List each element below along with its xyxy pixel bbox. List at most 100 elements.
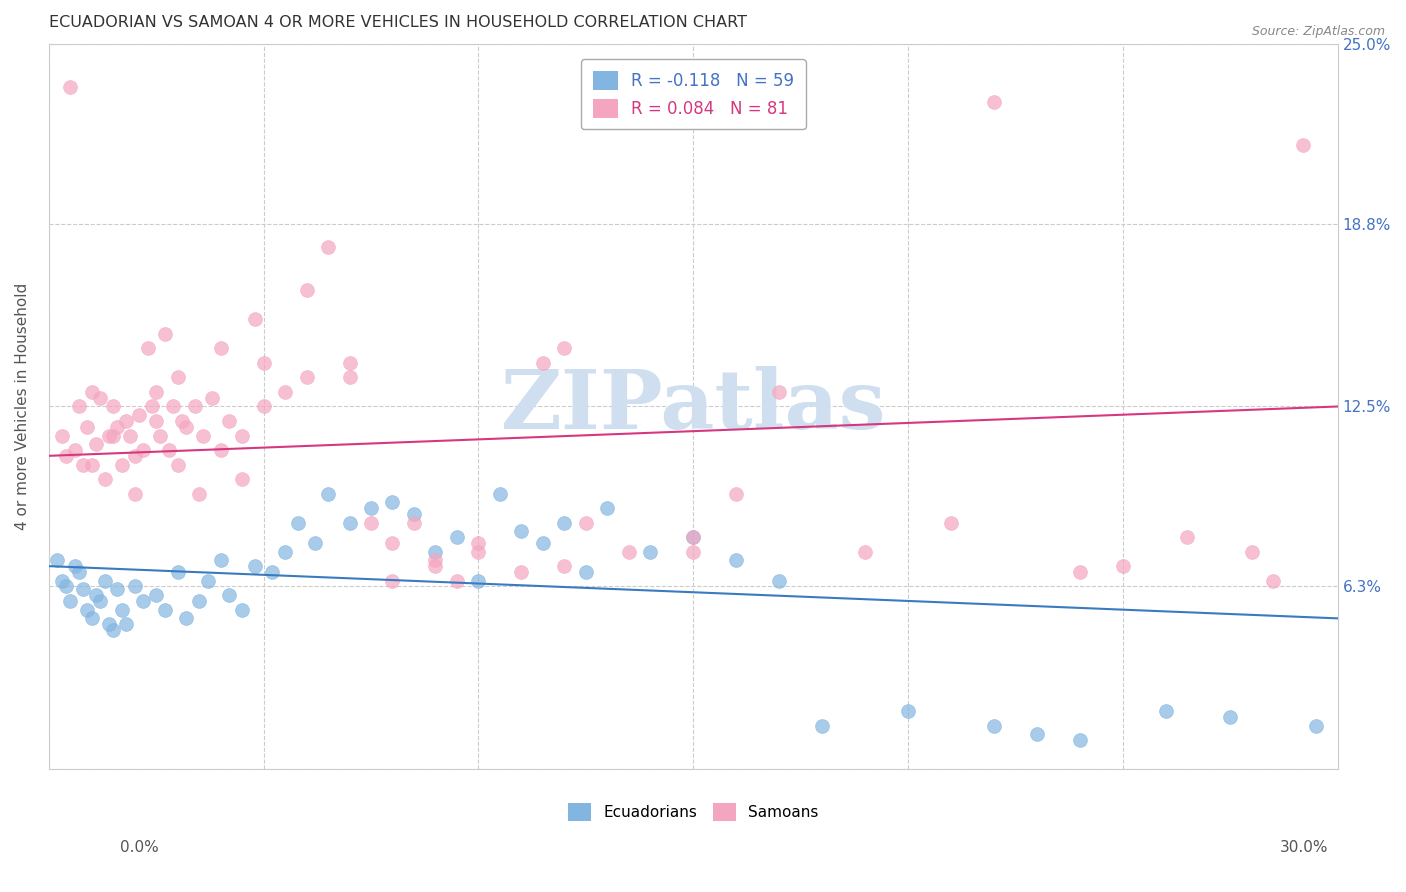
Point xyxy=(381,495,404,509)
Point xyxy=(983,95,1005,109)
Point xyxy=(811,719,834,733)
Point xyxy=(209,342,232,356)
Point xyxy=(425,544,447,558)
Point xyxy=(768,384,790,399)
Point xyxy=(1069,565,1091,579)
Text: ECUADORIAN VS SAMOAN 4 OR MORE VEHICLES IN HOUSEHOLD CORRELATION CHART: ECUADORIAN VS SAMOAN 4 OR MORE VEHICLES … xyxy=(49,15,747,30)
Text: 30.0%: 30.0% xyxy=(1281,840,1329,855)
Point xyxy=(467,574,489,588)
Point xyxy=(162,400,184,414)
Point xyxy=(136,342,159,356)
Point xyxy=(55,449,77,463)
Point xyxy=(446,530,468,544)
Point xyxy=(188,594,211,608)
Point xyxy=(575,565,598,579)
Point xyxy=(128,408,150,422)
Point xyxy=(1219,710,1241,724)
Point xyxy=(983,719,1005,733)
Point xyxy=(360,501,382,516)
Point xyxy=(510,524,533,539)
Point xyxy=(316,486,339,500)
Point xyxy=(132,594,155,608)
Point xyxy=(243,312,266,326)
Point xyxy=(295,370,318,384)
Point xyxy=(304,536,326,550)
Point xyxy=(1026,727,1049,741)
Point xyxy=(76,602,98,616)
Point xyxy=(89,594,111,608)
Point xyxy=(89,391,111,405)
Point xyxy=(218,588,240,602)
Point xyxy=(575,516,598,530)
Point xyxy=(939,516,962,530)
Point xyxy=(103,400,125,414)
Point xyxy=(339,356,361,370)
Point xyxy=(274,384,297,399)
Point xyxy=(93,574,115,588)
Point xyxy=(1069,733,1091,747)
Point xyxy=(218,414,240,428)
Point xyxy=(93,472,115,486)
Point xyxy=(209,443,232,458)
Point xyxy=(174,419,197,434)
Point xyxy=(1292,138,1315,153)
Point xyxy=(243,559,266,574)
Point xyxy=(446,574,468,588)
Point xyxy=(725,553,748,567)
Point xyxy=(1112,559,1135,574)
Point xyxy=(467,544,489,558)
Point xyxy=(197,574,219,588)
Point xyxy=(682,544,704,558)
Point xyxy=(166,458,188,472)
Point xyxy=(97,617,120,632)
Point xyxy=(768,574,790,588)
Point xyxy=(67,565,90,579)
Point xyxy=(1154,704,1177,718)
Point xyxy=(381,574,404,588)
Point xyxy=(531,356,554,370)
Point xyxy=(145,414,167,428)
Point xyxy=(132,443,155,458)
Point xyxy=(553,559,575,574)
Point xyxy=(425,559,447,574)
Point xyxy=(1263,574,1285,588)
Point xyxy=(76,419,98,434)
Point xyxy=(640,544,662,558)
Point xyxy=(231,602,253,616)
Point xyxy=(402,516,425,530)
Point xyxy=(84,588,107,602)
Point xyxy=(115,414,138,428)
Point xyxy=(103,428,125,442)
Point xyxy=(59,80,82,95)
Point xyxy=(153,602,176,616)
Point xyxy=(103,623,125,637)
Point xyxy=(339,370,361,384)
Point xyxy=(897,704,920,718)
Point xyxy=(262,565,284,579)
Point xyxy=(188,486,211,500)
Point xyxy=(252,400,274,414)
Point xyxy=(63,559,86,574)
Point xyxy=(1305,719,1327,733)
Y-axis label: 4 or more Vehicles in Household: 4 or more Vehicles in Household xyxy=(15,283,30,530)
Point xyxy=(145,384,167,399)
Point xyxy=(80,384,103,399)
Point xyxy=(252,356,274,370)
Point xyxy=(107,582,129,597)
Point xyxy=(201,391,224,405)
Point xyxy=(51,428,73,442)
Point xyxy=(531,536,554,550)
Point xyxy=(553,342,575,356)
Text: 0.0%: 0.0% xyxy=(120,840,159,855)
Point xyxy=(166,565,188,579)
Point xyxy=(111,458,134,472)
Point xyxy=(425,553,447,567)
Legend: Ecuadorians, Samoans: Ecuadorians, Samoans xyxy=(562,797,824,827)
Point xyxy=(124,579,146,593)
Point xyxy=(682,530,704,544)
Point xyxy=(725,486,748,500)
Point xyxy=(231,428,253,442)
Point xyxy=(489,486,512,500)
Point xyxy=(63,443,86,458)
Point xyxy=(360,516,382,530)
